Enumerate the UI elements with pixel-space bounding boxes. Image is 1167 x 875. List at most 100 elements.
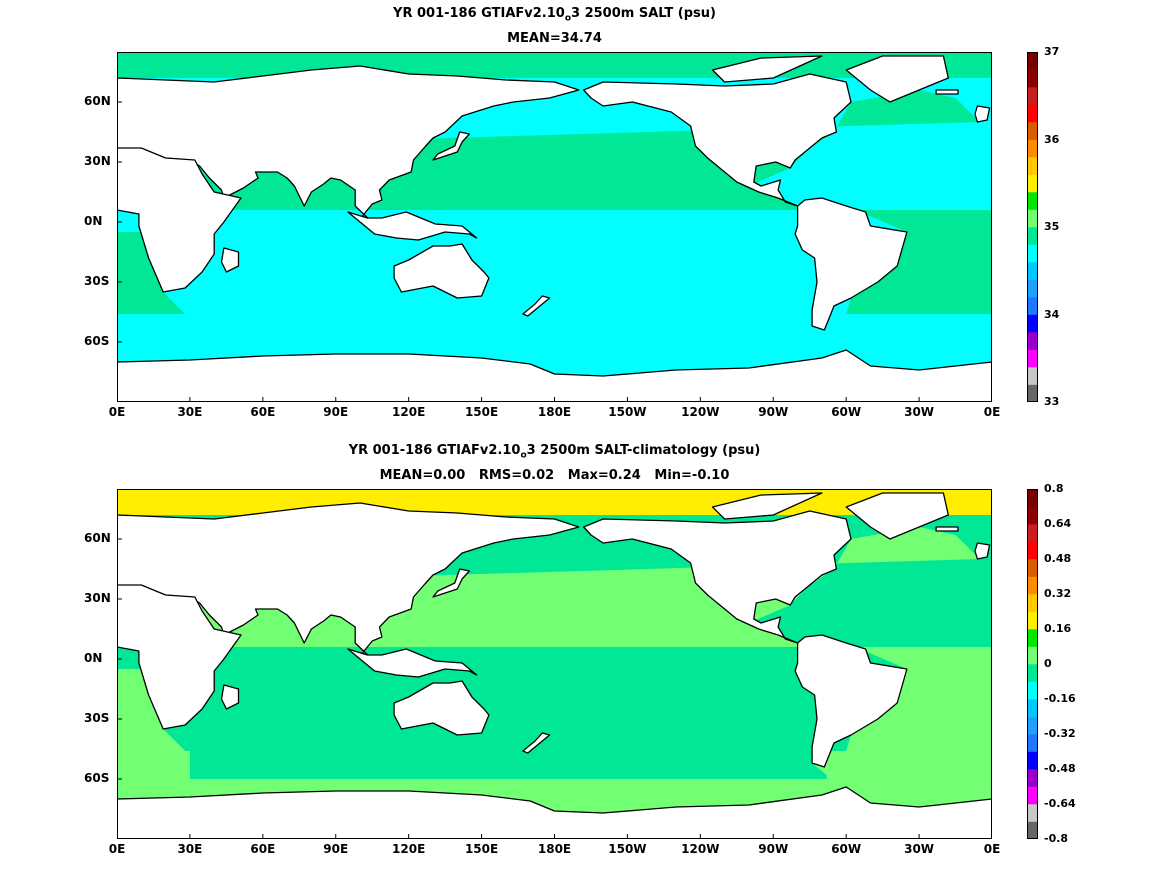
colorbar-swatch xyxy=(1027,489,1038,507)
colorbar-swatch xyxy=(1027,262,1038,280)
colorbar-swatch xyxy=(1027,716,1038,735)
colorbar-tick-label: -0.64 xyxy=(1044,797,1076,810)
colorbar-tick-label: 0.16 xyxy=(1044,622,1072,635)
chart-title: YR 001-186 GTIAFv2.10o3 2500m SALT (psu) xyxy=(393,6,716,24)
ocean-region-atlantic_south xyxy=(846,643,992,751)
land-s-america xyxy=(794,634,908,768)
colorbar-swatch xyxy=(1027,559,1038,577)
lon-tick-label: 150E xyxy=(464,405,499,419)
colorbar-frame xyxy=(1027,489,1038,839)
colorbar-swatch xyxy=(1027,174,1038,193)
lat-tick-label: 0N xyxy=(84,651,103,665)
colorbar-swatch xyxy=(1027,209,1038,228)
land-s-america xyxy=(794,197,908,331)
colorbar xyxy=(1027,489,1038,840)
colorbar-tick-label: -0.16 xyxy=(1044,692,1076,705)
colorbar-swatch xyxy=(1027,297,1038,315)
colorbar-swatch xyxy=(1027,541,1038,560)
lon-tick-label: 150W xyxy=(608,405,647,419)
colorbar-swatch xyxy=(1027,279,1038,298)
lon-tick-label: 90E xyxy=(323,405,349,419)
land-n-america xyxy=(583,73,852,207)
lon-tick-label: 60E xyxy=(250,842,276,856)
lon-tick-label: 0E xyxy=(983,405,1001,419)
colorbar-tick-label: 0 xyxy=(1044,657,1052,670)
colorbar-tick-label: 36 xyxy=(1044,132,1060,146)
lon-tick-label: 60E xyxy=(250,405,276,419)
lon-tick-label: 90W xyxy=(758,842,789,856)
colorbar-swatch xyxy=(1027,804,1038,822)
colorbar-swatch xyxy=(1027,139,1038,158)
land-iceland xyxy=(935,89,959,95)
colorbar-tick-label: 0.8 xyxy=(1044,482,1064,495)
land-africa xyxy=(117,147,242,293)
colorbar-swatch xyxy=(1027,314,1038,333)
colorbar-tick-label: -0.32 xyxy=(1044,727,1076,740)
lon-tick-label: 60W xyxy=(831,405,862,419)
lat-tick-label: 60N xyxy=(84,94,111,108)
colorbar-swatch xyxy=(1027,664,1038,682)
colorbar-frame xyxy=(1027,52,1038,402)
colorbar-tick-label: 0.64 xyxy=(1044,517,1072,530)
lon-tick-label: 180E xyxy=(537,405,572,419)
land-africa xyxy=(117,584,242,730)
colorbar-swatch xyxy=(1027,594,1038,612)
lon-tick-label: 60W xyxy=(831,842,862,856)
colorbar-swatch xyxy=(1027,69,1038,88)
land-japan xyxy=(432,131,471,161)
land-madagascar xyxy=(220,247,240,273)
colorbar-tick-label: 33 xyxy=(1044,395,1060,408)
ocean-region-indian xyxy=(189,609,433,779)
colorbar-swatch xyxy=(1027,122,1038,140)
colorbar-swatch xyxy=(1027,699,1038,717)
colorbar-swatch xyxy=(1027,332,1038,350)
ocean-region-atl-east-s xyxy=(117,669,186,751)
chart-title: YR 001-186 GTIAFv2.10o3 2500m SALT-clima… xyxy=(348,443,761,461)
colorbar-swatch xyxy=(1027,751,1038,770)
land-antarctica xyxy=(117,786,992,839)
lat-tick-label: 30S xyxy=(84,274,110,288)
lon-tick-label: 0E xyxy=(983,842,1001,856)
colorbar-tick-label: 0.48 xyxy=(1044,552,1072,565)
lon-tick-label: 30W xyxy=(904,842,935,856)
land-japan xyxy=(432,568,471,598)
lon-tick-label: 120E xyxy=(392,405,426,419)
land-australia xyxy=(393,680,490,736)
land-australia xyxy=(393,243,490,299)
colorbar-swatch xyxy=(1027,646,1038,665)
colorbar-tick-label: -0.48 xyxy=(1044,762,1076,775)
land-indonesia xyxy=(347,211,478,241)
land-canada-arctic xyxy=(711,492,823,520)
colorbar-swatch xyxy=(1027,244,1038,263)
lon-tick-label: 30E xyxy=(177,842,203,856)
colorbar-tick-label: -0.8 xyxy=(1044,832,1069,845)
land-canada-arctic xyxy=(711,55,823,83)
lat-tick-label: 60S xyxy=(84,771,110,785)
land-greenland xyxy=(845,55,949,103)
land-iceland xyxy=(935,526,959,532)
lon-tick-label: 150E xyxy=(464,842,499,856)
lon-tick-label: 90W xyxy=(758,405,789,419)
colorbar-swatch xyxy=(1027,611,1038,630)
colorbar-swatch xyxy=(1027,734,1038,752)
land-new-zealand xyxy=(522,732,551,754)
lon-tick-label: 120E xyxy=(392,842,426,856)
lat-tick-label: 0N xyxy=(84,214,103,228)
lat-tick-label: 60S xyxy=(84,334,110,348)
colorbar-tick-label: 34 xyxy=(1044,307,1060,321)
land-uk xyxy=(974,105,991,123)
colorbar-swatch xyxy=(1027,87,1038,105)
colorbar-swatch xyxy=(1027,349,1038,368)
anomaly-map xyxy=(117,489,992,839)
lat-tick-label: 30S xyxy=(84,711,110,725)
land-greenland xyxy=(845,492,949,540)
colorbar-tick-label: 37 xyxy=(1044,45,1060,58)
lon-tick-label: 90E xyxy=(323,842,349,856)
colorbar-swatch xyxy=(1027,769,1038,787)
colorbar-swatch xyxy=(1027,192,1038,210)
colorbar-tick-label: 35 xyxy=(1044,220,1060,233)
ocean-region-atlantic_south xyxy=(846,206,992,314)
land-n-america xyxy=(583,510,852,644)
lon-tick-label: 120W xyxy=(681,842,720,856)
salinity-map xyxy=(117,52,992,402)
